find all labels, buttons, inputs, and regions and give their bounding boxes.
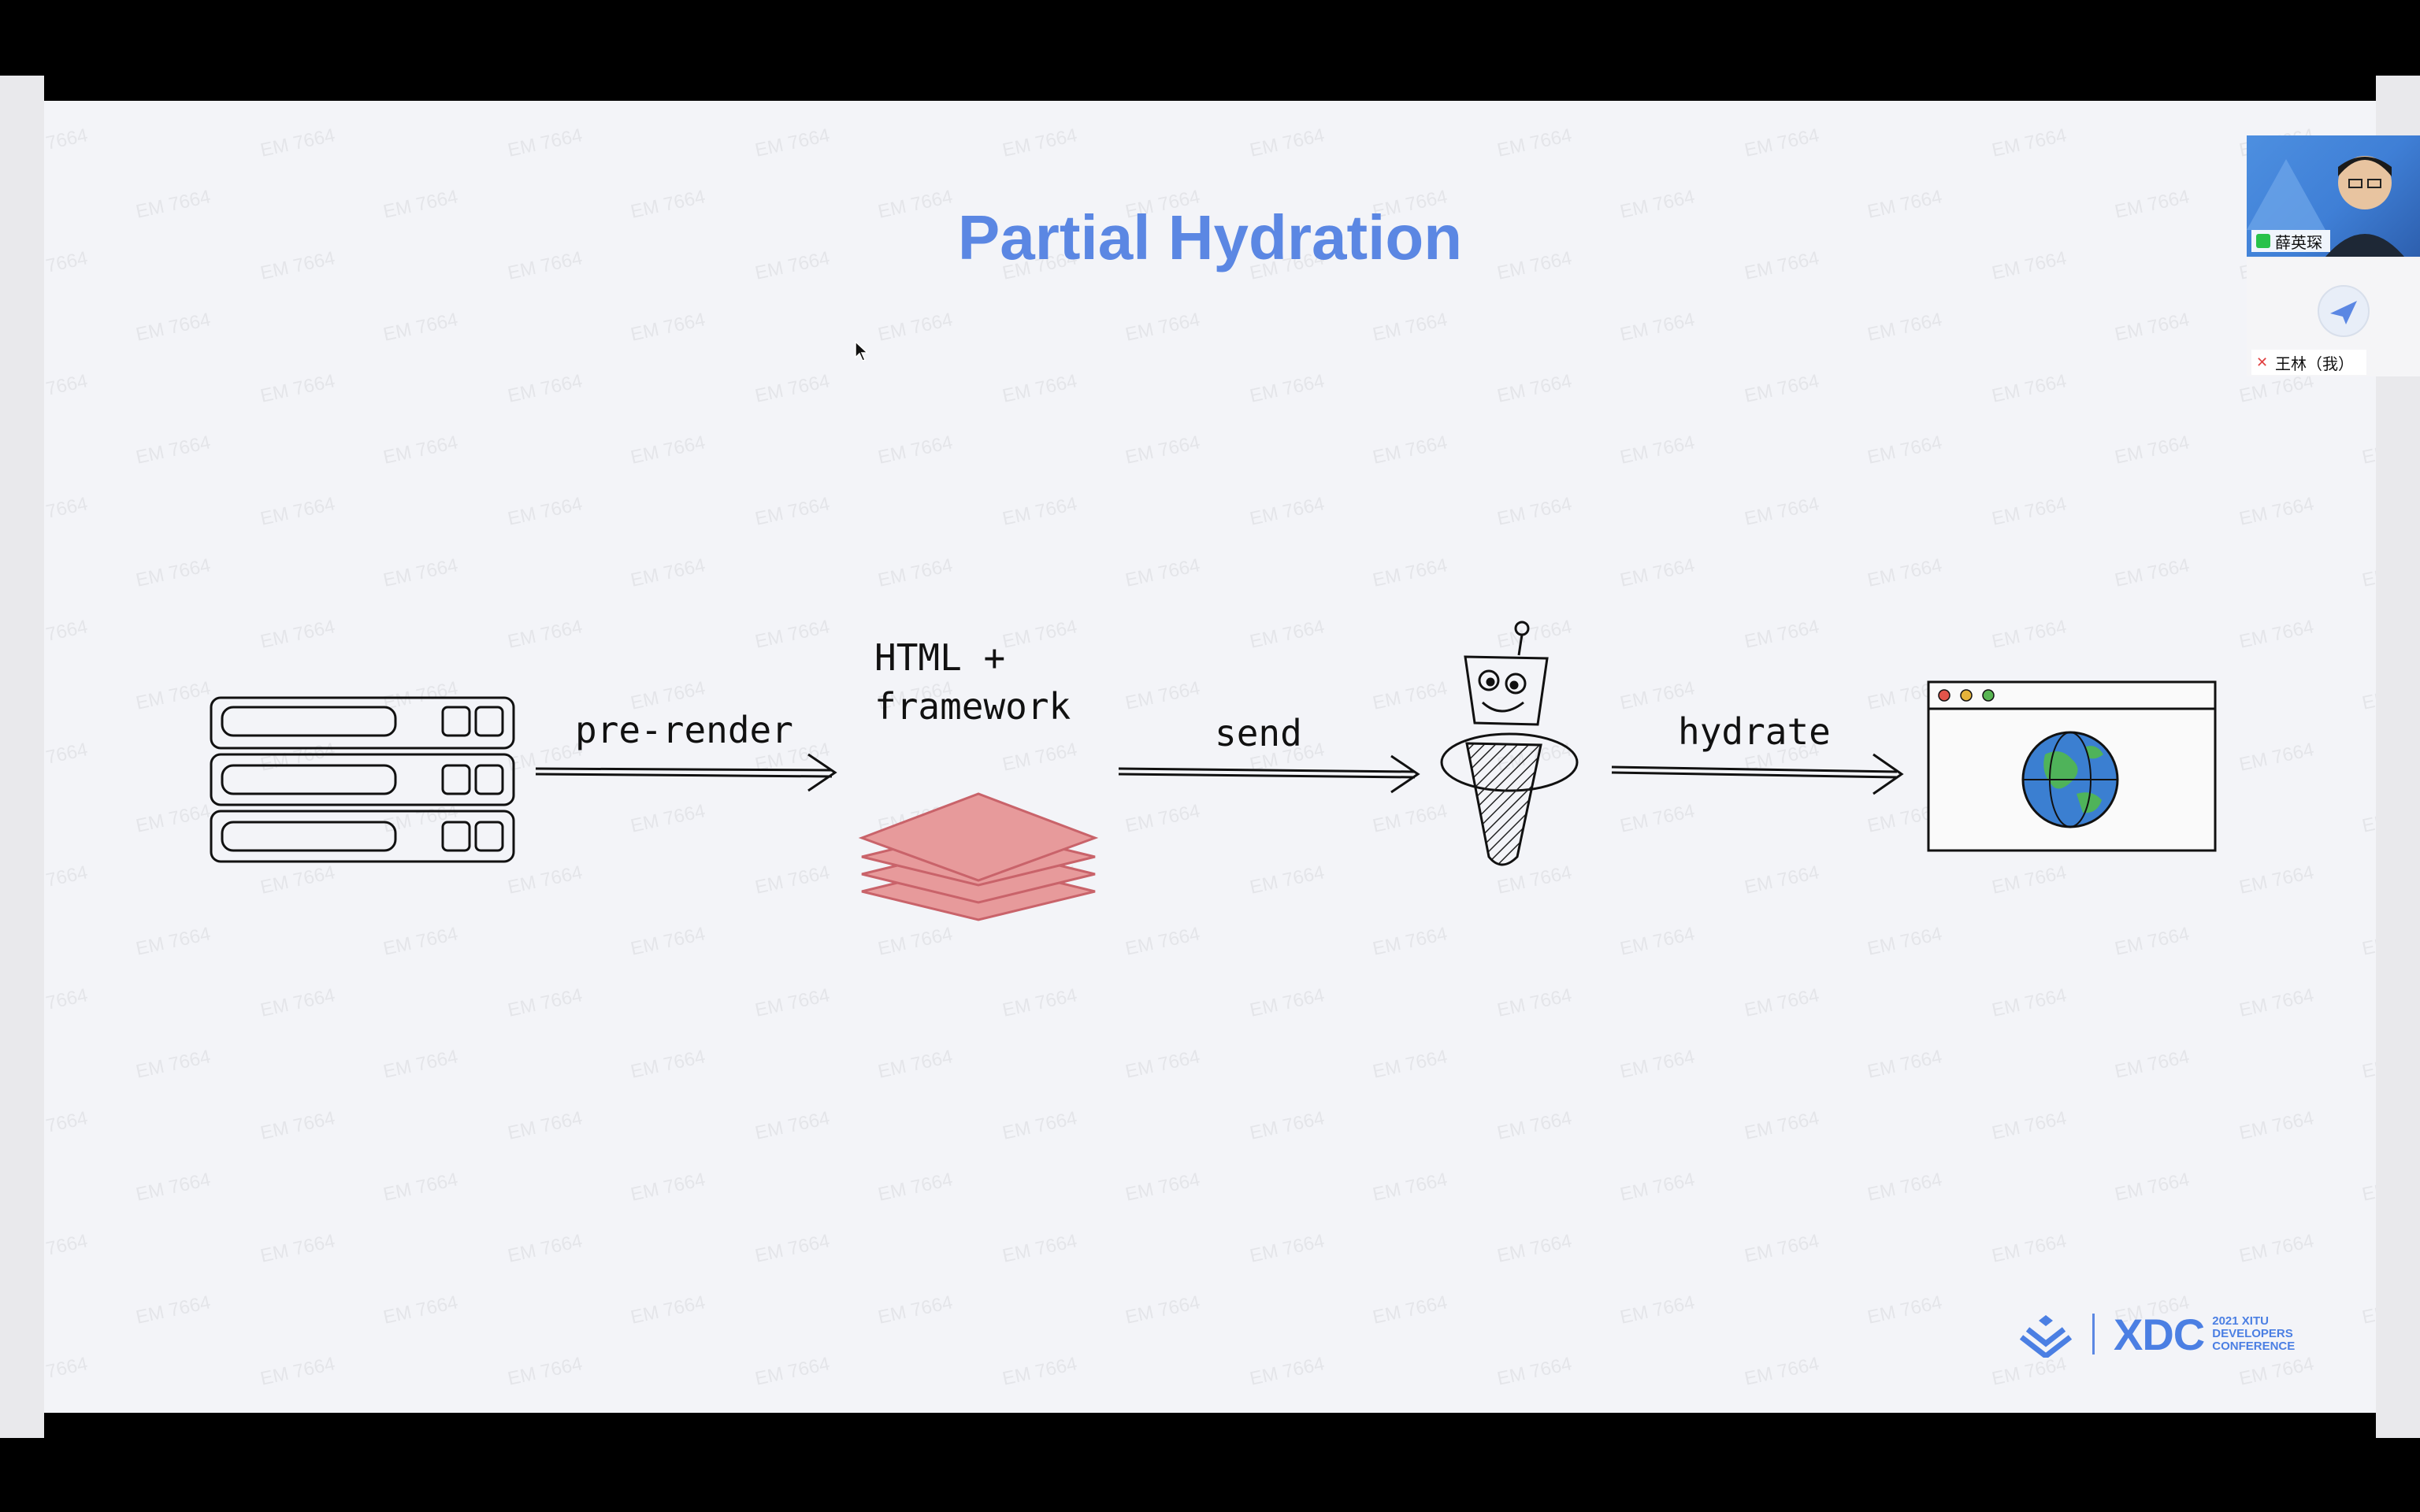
label-send: send [1215,712,1302,754]
speaker-name: 薛英琛 [2275,234,2322,252]
xdc-logo: XDC 2021 XITU DEVELOPERS CONFERENCE [2018,1303,2349,1366]
video-participants-panel: 薛英琛 ✕ 王林（我） [2247,135,2420,376]
layers-icon [858,792,1099,921]
mouse-cursor-icon [855,340,869,361]
browser-globe-icon [1927,680,2217,852]
logo-separator [2092,1314,2095,1354]
server-icon [210,696,515,863]
slide-title: Partial Hydration [957,202,1463,272]
speaker-avatar [2247,156,2404,257]
juejin-logo-icon [2019,1315,2073,1358]
self-name: 王林（我） [2275,355,2354,373]
arrow-send [1118,754,1420,794]
hydration-diagram [210,621,2217,921]
speaker-video-tile[interactable]: 薛英琛 [2247,135,2420,257]
logo-word: XDC [2114,1309,2205,1359]
self-name-tag: ✕ 王林（我） [2251,350,2366,375]
label-html-framework: HTML + framework [874,636,1071,728]
mic-on-icon [2256,234,2270,248]
mic-muted-icon: ✕ [2256,354,2269,370]
self-avatar [2318,285,2370,337]
label-prerender: pre-render [575,709,793,751]
robot-icon [1440,621,1579,866]
logo-subtitle: 2021 XITU DEVELOPERS CONFERENCE [2212,1314,2296,1353]
left-edge [0,76,44,1438]
paper-plane-icon [2330,301,2357,324]
arrow-prerender [535,753,837,792]
label-hydrate: hydrate [1678,710,1831,753]
arrow-hydrate [1611,753,1904,795]
speaker-name-tag: 薛英琛 [2251,230,2330,252]
